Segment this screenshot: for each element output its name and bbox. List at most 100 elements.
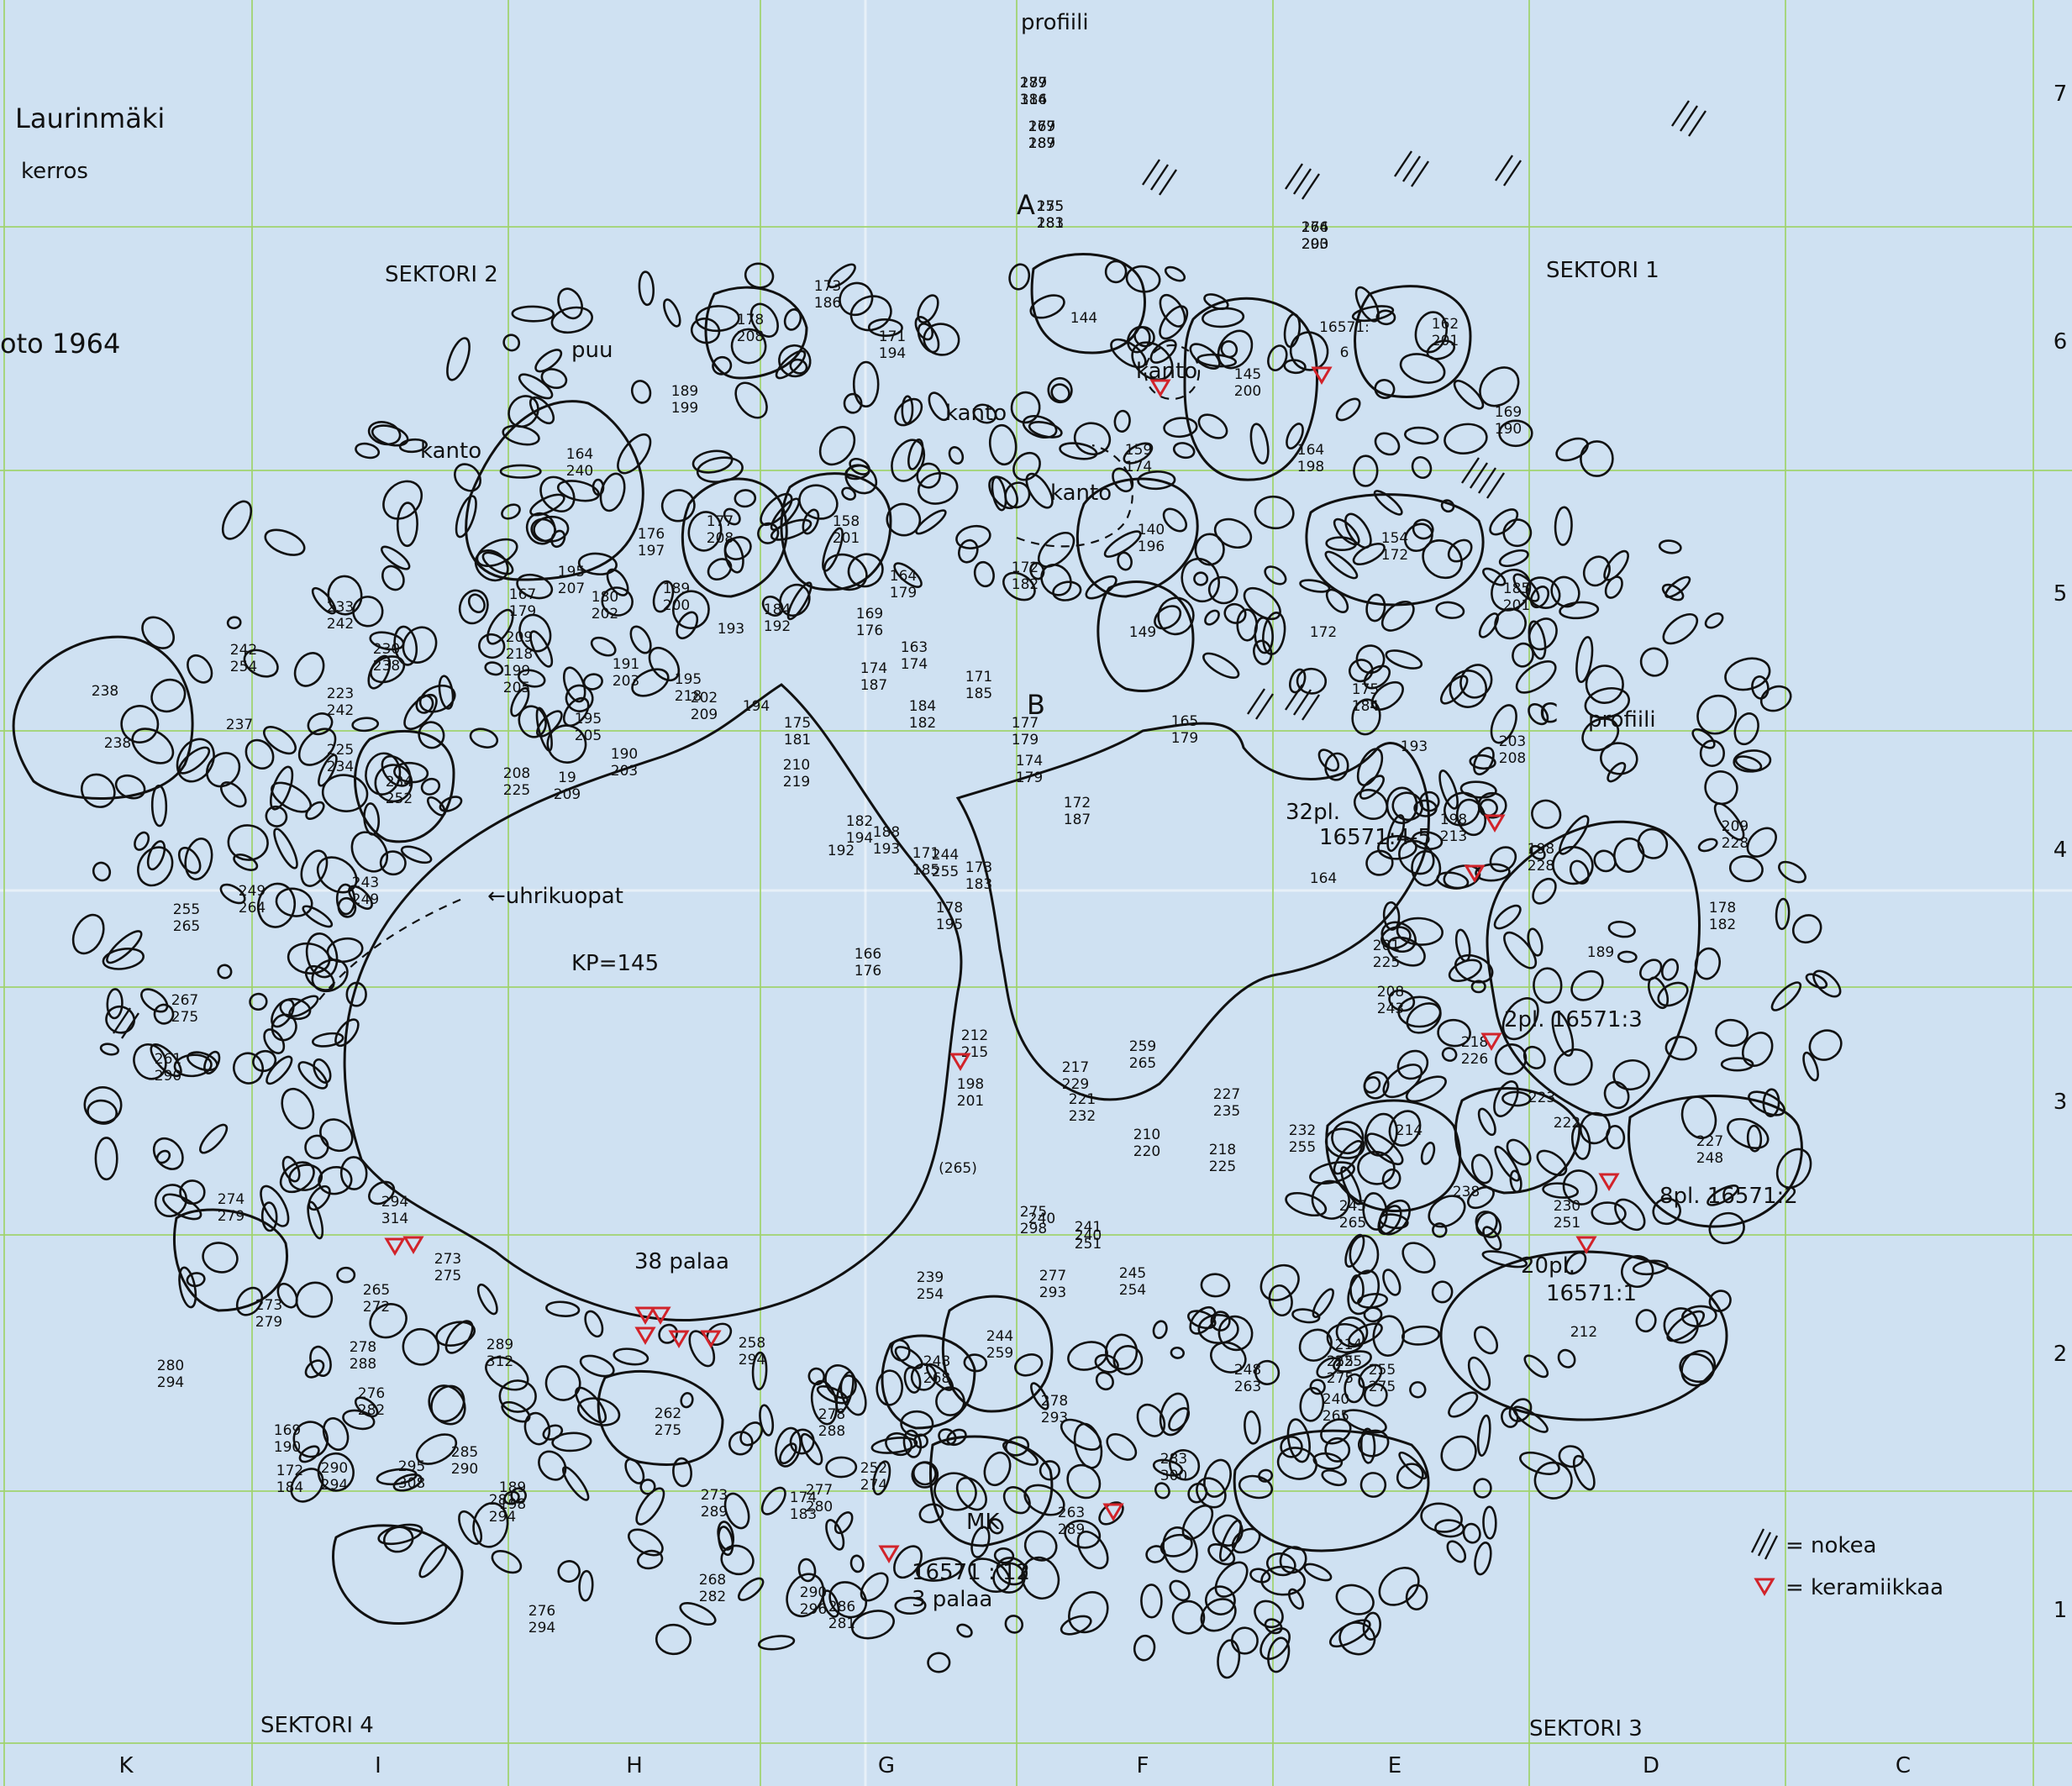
small-stone <box>760 492 793 527</box>
small-stone <box>1342 1409 1387 1434</box>
stone-number: 202 <box>592 606 618 622</box>
small-stone <box>1482 567 1507 586</box>
small-stone <box>1697 838 1718 853</box>
small-stone <box>749 302 779 338</box>
small-stone <box>671 590 710 629</box>
find-note-2: 2pl. 16571:3 <box>1504 1007 1643 1032</box>
small-stone <box>1382 901 1401 931</box>
feature-kanto-west: kanto <box>420 439 481 464</box>
small-stone <box>577 552 618 575</box>
stone-number: 203 <box>1499 733 1526 750</box>
small-stone <box>778 344 812 378</box>
small-stone <box>322 1417 350 1451</box>
small-stone <box>734 489 757 508</box>
small-stone <box>352 596 384 628</box>
stone-number: 209 <box>1722 818 1749 835</box>
feature-kanto-east: kanto <box>1050 481 1112 506</box>
stone-number: 189 <box>671 383 698 400</box>
stone-number: 255 <box>1327 1353 1354 1370</box>
stone-number: 145 <box>1234 366 1261 383</box>
stone-number: 275 <box>1037 198 1064 215</box>
stone-number: 207 <box>558 580 585 597</box>
stone-number: 192 <box>828 843 855 859</box>
small-stone <box>133 1043 167 1080</box>
stone-number: 265 <box>1339 1215 1366 1232</box>
stone-number: 273 <box>434 1251 461 1268</box>
small-stone <box>1320 1418 1352 1445</box>
stone-number: 179 <box>1171 730 1198 747</box>
small-stone <box>1621 1254 1654 1289</box>
stone-number: 159 <box>1125 442 1152 459</box>
small-stone <box>1411 850 1442 887</box>
small-stone <box>418 721 445 749</box>
small-stone <box>1405 1075 1447 1103</box>
small-stone <box>141 616 175 649</box>
small-stone <box>1532 877 1557 905</box>
small-stone <box>1470 980 1486 994</box>
small-stone <box>501 1400 531 1423</box>
small-stone <box>516 573 554 600</box>
small-stone <box>1475 863 1511 882</box>
small-stone <box>430 1384 465 1423</box>
small-stone <box>478 633 506 659</box>
small-stone <box>1509 1169 1522 1194</box>
small-stone <box>273 827 298 869</box>
small-stone <box>1474 1542 1492 1576</box>
small-stone <box>418 684 456 713</box>
small-stone <box>336 1266 356 1284</box>
small-stone <box>1112 467 1134 493</box>
small-stone <box>901 395 914 425</box>
small-stone <box>1403 426 1439 445</box>
stone-number: 219 <box>783 774 810 791</box>
small-stone <box>1254 1600 1284 1629</box>
stone-number: 293 <box>1302 236 1328 253</box>
small-stone <box>529 493 565 517</box>
stone-number: 295 <box>398 1458 425 1475</box>
small-stone <box>368 1180 396 1206</box>
small-stone <box>1411 455 1433 480</box>
small-stone <box>1637 827 1669 859</box>
small-stone <box>150 678 187 713</box>
stone-number: 275 <box>1327 1370 1354 1387</box>
small-stone <box>102 948 145 970</box>
stone-number: 245 <box>1339 1198 1366 1215</box>
stone-number: 248 <box>1696 1150 1723 1167</box>
stone-number: 275 <box>171 1009 198 1026</box>
small-stone <box>728 1431 754 1456</box>
stone-number: 227 <box>1213 1086 1240 1103</box>
small-stone <box>847 553 884 588</box>
small-stone <box>890 1338 911 1362</box>
small-stone <box>1501 997 1539 1041</box>
small-stone <box>900 1410 934 1437</box>
small-stone <box>1660 958 1680 981</box>
small-stone <box>1453 380 1485 410</box>
small-stone <box>305 932 339 979</box>
small-stone <box>1164 265 1186 282</box>
small-stone <box>1694 947 1722 980</box>
small-stone <box>1396 1049 1429 1080</box>
small-stone <box>351 717 380 733</box>
small-stone <box>1002 1486 1031 1515</box>
small-stone <box>435 1321 476 1347</box>
small-stone <box>226 616 242 630</box>
small-stone <box>232 1052 265 1085</box>
small-stone <box>917 294 939 324</box>
small-stone <box>369 631 405 651</box>
small-stone <box>825 1456 858 1479</box>
small-stone <box>1283 359 1307 375</box>
stone-number: 184 <box>909 698 936 715</box>
point-c: C <box>1539 697 1558 729</box>
stone-number: 274 <box>860 1477 887 1494</box>
stone-number: 296 <box>800 1601 827 1618</box>
stone-234-252 <box>354 729 455 843</box>
stone-number: 294 <box>321 1477 348 1494</box>
small-stone <box>260 1201 278 1232</box>
small-stone <box>177 746 211 775</box>
stone-number: 177 <box>1020 75 1047 92</box>
small-stone <box>290 1468 324 1503</box>
row-number: 6 <box>2054 329 2068 355</box>
small-stone <box>1154 605 1182 630</box>
small-stone <box>744 262 775 289</box>
small-stone <box>1446 1540 1467 1563</box>
